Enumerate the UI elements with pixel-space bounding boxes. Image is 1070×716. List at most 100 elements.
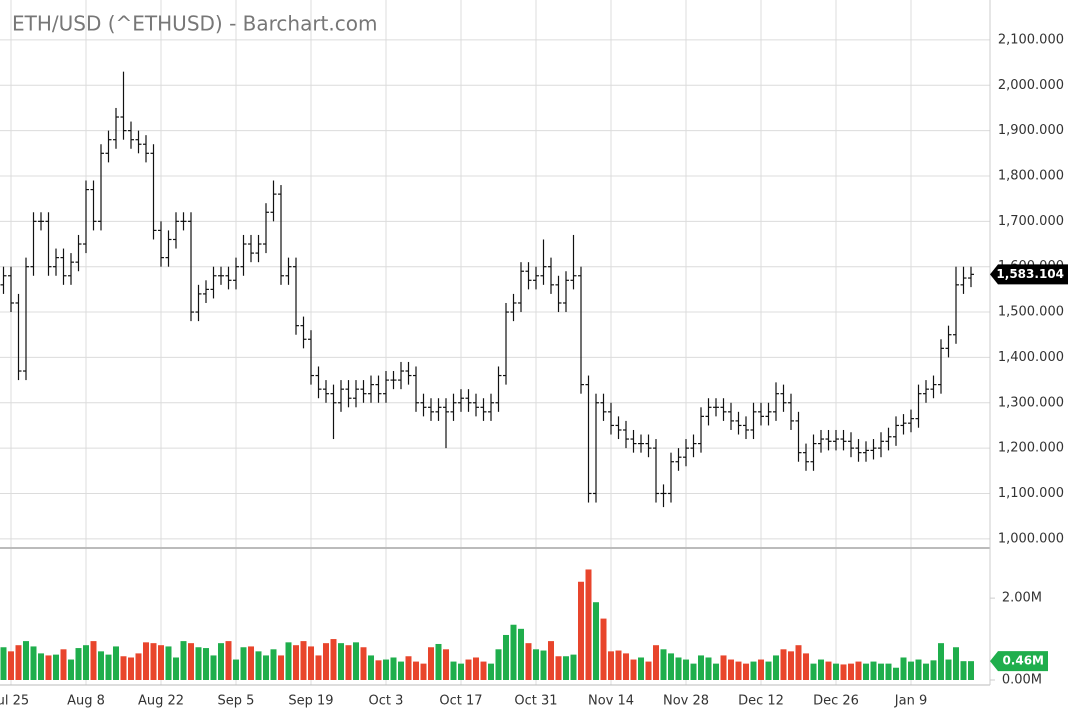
volume-bar [848, 663, 854, 680]
volume-bar [773, 655, 779, 680]
volume-bar [263, 655, 269, 680]
volume-bar [660, 649, 667, 680]
volume-bar [158, 645, 164, 680]
volume-bar [473, 657, 479, 680]
x-tick-label: Oct 31 [514, 694, 557, 709]
volume-bar [323, 643, 329, 680]
x-tick-label: Aug 22 [138, 694, 184, 709]
volume-bar [743, 663, 749, 680]
volume-bar [698, 655, 704, 680]
volume-bar [668, 653, 674, 680]
y-tick-label: 2,100.000 [998, 32, 1064, 47]
volume-bar [75, 648, 82, 680]
volume-bar [863, 663, 869, 680]
last-volume-label: 0.46M [1002, 654, 1044, 668]
volume-bar [758, 659, 764, 680]
chart-title: ETH/USD (^ETHUSD) - Barchart.com [12, 12, 377, 36]
volume-bar [60, 649, 67, 680]
volume-bar [375, 660, 382, 680]
volume-bar [630, 659, 637, 680]
volume-bar [510, 624, 517, 680]
volume-bar [398, 661, 404, 680]
x-tick-label: Sep 5 [218, 694, 255, 709]
x-tick-label: Jul 25 [0, 694, 29, 709]
volume-bar [8, 651, 14, 680]
volume-bar [690, 663, 697, 680]
volume-bar [735, 661, 742, 680]
volume-bar [503, 634, 509, 680]
y-tick-label: 1,900.000 [998, 123, 1064, 138]
volume-bar [240, 647, 247, 680]
volume-bar [540, 650, 547, 680]
volume-bar [878, 663, 884, 680]
volume-bar [938, 643, 944, 680]
volume-bar [923, 663, 929, 680]
volume-bar [345, 645, 352, 680]
volume-bar [900, 657, 907, 680]
y-tick-label: 1,200.000 [998, 441, 1064, 456]
volume-bar [293, 645, 299, 680]
volume-bar [728, 659, 734, 680]
y-tick-label: 1,800.000 [998, 168, 1064, 183]
volume-bar [720, 655, 727, 680]
volume-bar [360, 647, 367, 680]
x-tick-label: Aug 8 [67, 694, 105, 709]
volume-bar [930, 660, 937, 680]
volume-bar [713, 663, 719, 680]
x-tick-label: Oct 3 [369, 694, 404, 709]
x-tick-label: Nov 28 [663, 694, 709, 709]
volume-bar [818, 659, 824, 680]
volume-bar [435, 643, 442, 680]
volume-bar [833, 663, 839, 680]
volume-bar [30, 646, 37, 680]
volume-bar [188, 643, 194, 680]
volume-bar [15, 645, 22, 680]
volume-bar [563, 656, 569, 680]
volume-bar [203, 648, 209, 680]
volume-bar [255, 651, 262, 680]
volume-bar [615, 650, 622, 680]
volume-bar [953, 647, 959, 680]
volume-bar [105, 654, 112, 680]
volume-bar [0, 647, 7, 680]
volume-bar [315, 655, 322, 680]
volume-bar [450, 661, 457, 680]
volume-bar [83, 645, 89, 680]
volume-bar [585, 569, 592, 680]
volume-bar [285, 642, 292, 680]
x-tick-label: Dec 26 [813, 694, 859, 709]
volume-bar [143, 642, 149, 680]
volume-bar [608, 651, 614, 680]
volume-bar [45, 655, 52, 680]
y-tick-label: 1,400.000 [998, 350, 1064, 365]
volume-bar [803, 653, 809, 680]
volume-bar [465, 659, 472, 680]
y-tick-label: 1,700.000 [998, 214, 1064, 229]
volume-bar [705, 657, 712, 680]
last-price-label: 1,583.104 [996, 267, 1064, 281]
volume-bar [420, 663, 427, 680]
volume-bar [308, 646, 314, 680]
y-tick-label: 1,000.000 [998, 531, 1064, 546]
volume-bar [68, 659, 74, 680]
volume-bar [885, 663, 892, 680]
volume-bar [675, 657, 682, 680]
volume-bar [233, 659, 239, 680]
volume-bar [300, 641, 307, 680]
volume-bar [683, 659, 689, 680]
y-tick-label: 2,000.000 [998, 78, 1064, 93]
volume-bar [908, 661, 914, 680]
volume-bar [968, 661, 974, 680]
volume-bar [555, 656, 562, 680]
volume-bar [443, 649, 449, 680]
last-volume-badge [990, 651, 1048, 672]
volume-bar [128, 657, 134, 680]
volume-bar [38, 653, 44, 680]
x-tick-label: Oct 17 [439, 694, 482, 709]
volume-bar [480, 661, 487, 680]
volume-bar [53, 654, 59, 680]
volume-bar [113, 646, 119, 680]
volume-bar [825, 661, 832, 680]
volume-bar [390, 657, 397, 680]
